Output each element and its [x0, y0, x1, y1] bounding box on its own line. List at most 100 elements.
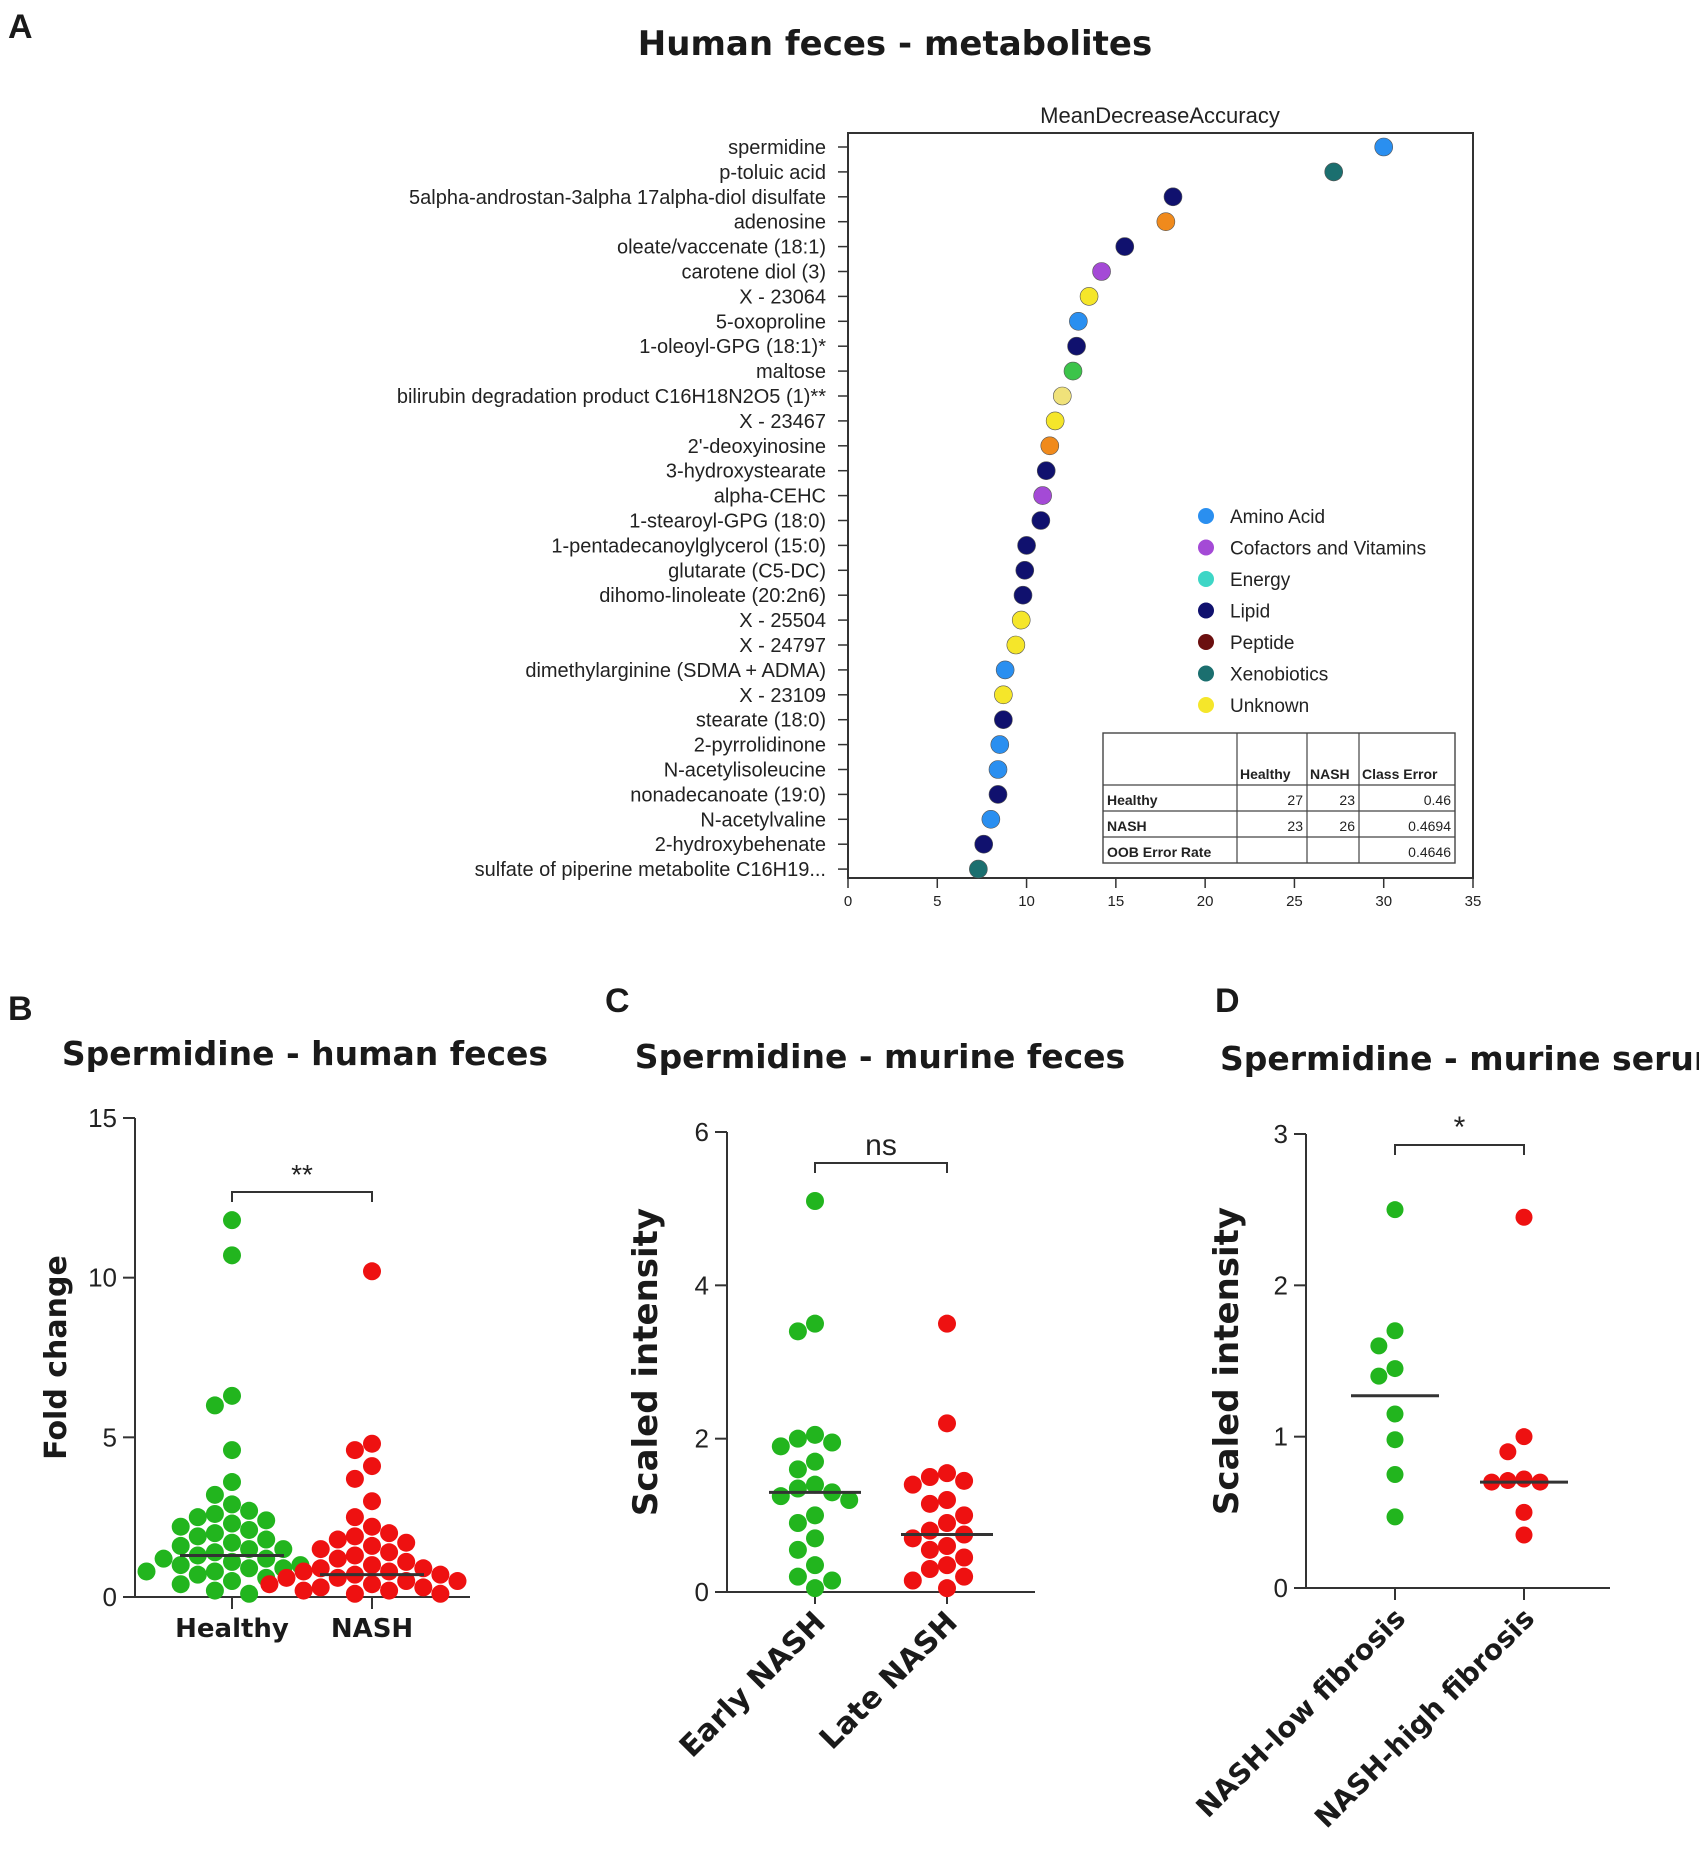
data-point	[920, 1560, 939, 1578]
importance-point	[1036, 461, 1056, 481]
data-point	[1386, 1322, 1404, 1340]
table-cell: 0.4694	[1408, 818, 1451, 834]
data-point	[205, 1504, 224, 1523]
importance-point	[1163, 187, 1183, 207]
data-point	[274, 1540, 293, 1559]
data-point	[920, 1540, 939, 1559]
y-tick-label: 0	[1274, 1573, 1288, 1603]
category-label: 1-oleoyl-GPG (18:1)*	[639, 336, 826, 358]
data-point	[223, 1572, 241, 1591]
importance-point	[988, 785, 1008, 804]
data-point	[1515, 1428, 1533, 1446]
importance-point	[995, 660, 1015, 680]
table-cell: 23	[1287, 818, 1303, 834]
data-point	[955, 1548, 974, 1567]
data-point	[938, 1314, 956, 1333]
category-label: dimethylarginine (SDMA + ADMA)	[525, 660, 826, 682]
significance-label: **	[291, 1159, 313, 1190]
data-point	[294, 1581, 313, 1600]
panel-a-title: Human feces - metabolites	[638, 24, 1152, 64]
data-point	[380, 1543, 399, 1562]
panel-a-x-ticks: 0 5 10 15 20 25 30 35	[844, 878, 1481, 910]
importance-point	[1115, 237, 1135, 256]
table-cell: Healthy	[1240, 766, 1291, 782]
data-point	[806, 1192, 824, 1210]
data-point	[311, 1578, 330, 1597]
x-tick-label: 10	[1018, 893, 1035, 910]
legend-label: Peptide	[1230, 633, 1294, 654]
importance-point	[1067, 336, 1086, 356]
panel-b-chart: Spermidine - human feces 0 5 10 15 Fold chang…	[39, 1034, 548, 1644]
data-point	[1515, 1526, 1533, 1544]
data-point	[903, 1571, 922, 1590]
importance-point	[1015, 560, 1035, 580]
category-label: X - 23467	[739, 411, 826, 433]
data-point	[223, 1533, 241, 1552]
significance-bracket	[231, 1191, 373, 1202]
data-point	[823, 1571, 842, 1590]
data-point	[223, 1441, 241, 1460]
data-point	[311, 1559, 330, 1578]
importance-point	[1092, 262, 1111, 281]
table-cell: 27	[1287, 792, 1303, 808]
category-label: N-acetylvaline	[700, 809, 826, 831]
data-point	[806, 1314, 824, 1333]
x-tick-label: 5	[933, 893, 941, 910]
data-point	[806, 1425, 824, 1444]
data-point	[188, 1565, 207, 1584]
data-point	[257, 1530, 276, 1549]
legend-swatch	[1198, 665, 1214, 682]
data-point	[938, 1537, 956, 1555]
x-tick-label: 15	[1108, 893, 1125, 910]
data-point	[257, 1549, 276, 1568]
data-point	[171, 1556, 190, 1575]
data-point	[363, 1556, 381, 1575]
x-category-label: Early NASH	[673, 1605, 833, 1765]
table-cell: Class Error	[1362, 766, 1438, 782]
x-category-label: Late NASH	[813, 1605, 965, 1757]
data-point	[311, 1540, 330, 1559]
legend-swatch	[1198, 571, 1214, 587]
significance-label: ns	[865, 1129, 897, 1162]
data-point	[806, 1529, 824, 1548]
y-tick-label: 3	[1274, 1119, 1288, 1149]
y-tick-label: 0	[103, 1582, 117, 1612]
data-point	[1515, 1208, 1533, 1226]
x-tick-label: 30	[1375, 893, 1392, 910]
data-point	[223, 1552, 241, 1571]
data-point	[1515, 1503, 1533, 1521]
data-point	[938, 1556, 956, 1575]
data-point	[1370, 1367, 1388, 1385]
category-label: X - 25504	[739, 610, 826, 632]
category-label: 3-hydroxystearate	[666, 461, 826, 483]
data-point	[938, 1491, 956, 1509]
data-point	[938, 1579, 956, 1598]
x-category-label: Healthy	[175, 1614, 289, 1644]
data-point	[363, 1434, 381, 1453]
data-point	[1370, 1337, 1388, 1355]
data-point	[380, 1562, 399, 1581]
importance-point	[1040, 436, 1060, 456]
panel-a-plot-frame	[847, 132, 1474, 879]
data-point	[903, 1475, 922, 1494]
category-label: 2-hydroxybehenate	[655, 834, 826, 856]
importance-point	[1006, 635, 1026, 655]
data-point	[137, 1562, 156, 1581]
panel-label-b: B	[8, 990, 33, 1028]
data-point	[1386, 1360, 1404, 1378]
category-label: bilirubin degradation product C16H18N2O5…	[397, 386, 826, 408]
category-label: 2'-deoxyinosine	[688, 436, 826, 458]
data-point	[806, 1506, 824, 1525]
significance-bracket	[1394, 1144, 1525, 1155]
category-label: nonadecanoate (19:0)	[630, 784, 826, 806]
significance-label: *	[1454, 1111, 1466, 1144]
panel-title: Spermidine - human feces	[62, 1034, 548, 1073]
y-axis-label: Scaled intensity	[626, 1208, 666, 1516]
y-tick-label: 5	[103, 1422, 117, 1452]
data-point	[188, 1527, 207, 1546]
data-point	[240, 1584, 259, 1603]
data-point	[397, 1572, 416, 1591]
data-point	[903, 1529, 922, 1548]
data-point	[823, 1433, 842, 1452]
